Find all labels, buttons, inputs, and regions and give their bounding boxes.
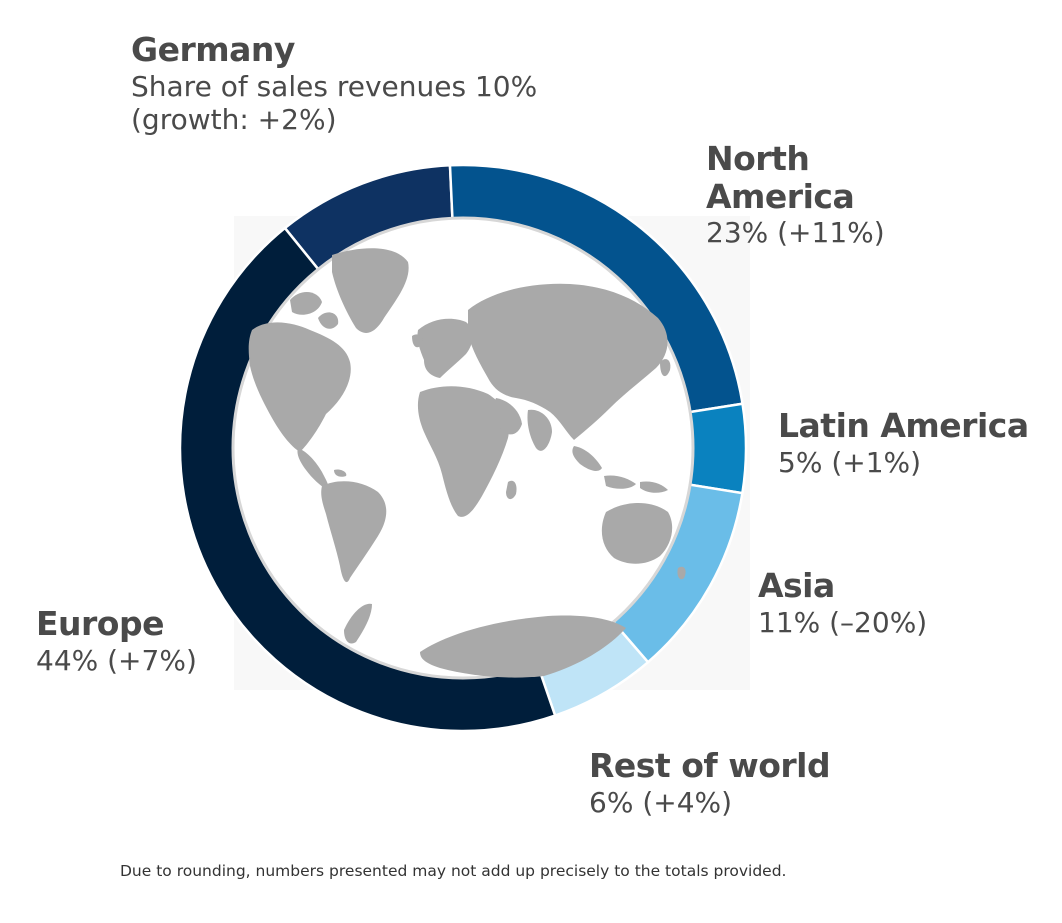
label-europe-name: Europe (36, 604, 164, 643)
label-latin-america: Latin America 5% (+1%) (778, 406, 1029, 479)
label-asia-detail: 11% (–20%) (758, 605, 928, 639)
label-europe-detail: 44% (+7%) (36, 643, 197, 677)
label-north-america: North America 23% (+11%) (706, 140, 886, 249)
label-asia: Asia 11% (–20%) (758, 566, 927, 639)
label-europe: Europe 44% (+7%) (36, 604, 197, 677)
label-germany-growth: (growth: +2%) (131, 103, 337, 137)
label-rest-of-world-detail: 6% (+4%) (589, 785, 733, 819)
footnote: Due to rounding, numbers presented may n… (120, 862, 787, 880)
label-germany-name: Germany (131, 30, 295, 69)
label-north-america-name: North America (706, 139, 855, 216)
label-latin-america-name: Latin America (778, 406, 1029, 445)
label-north-america-detail: 23% (+11%) (706, 215, 885, 249)
label-latin-america-detail: 5% (+1%) (778, 445, 922, 479)
world-map-icon (248, 248, 686, 678)
label-germany-share: Share of sales revenues 10% (131, 69, 538, 103)
label-germany: Germany Share of sales revenues 10% (gro… (131, 30, 537, 137)
label-rest-of-world-name: Rest of world (589, 746, 831, 785)
label-asia-name: Asia (758, 566, 835, 605)
label-rest-of-world: Rest of world 6% (+4%) (589, 746, 831, 819)
